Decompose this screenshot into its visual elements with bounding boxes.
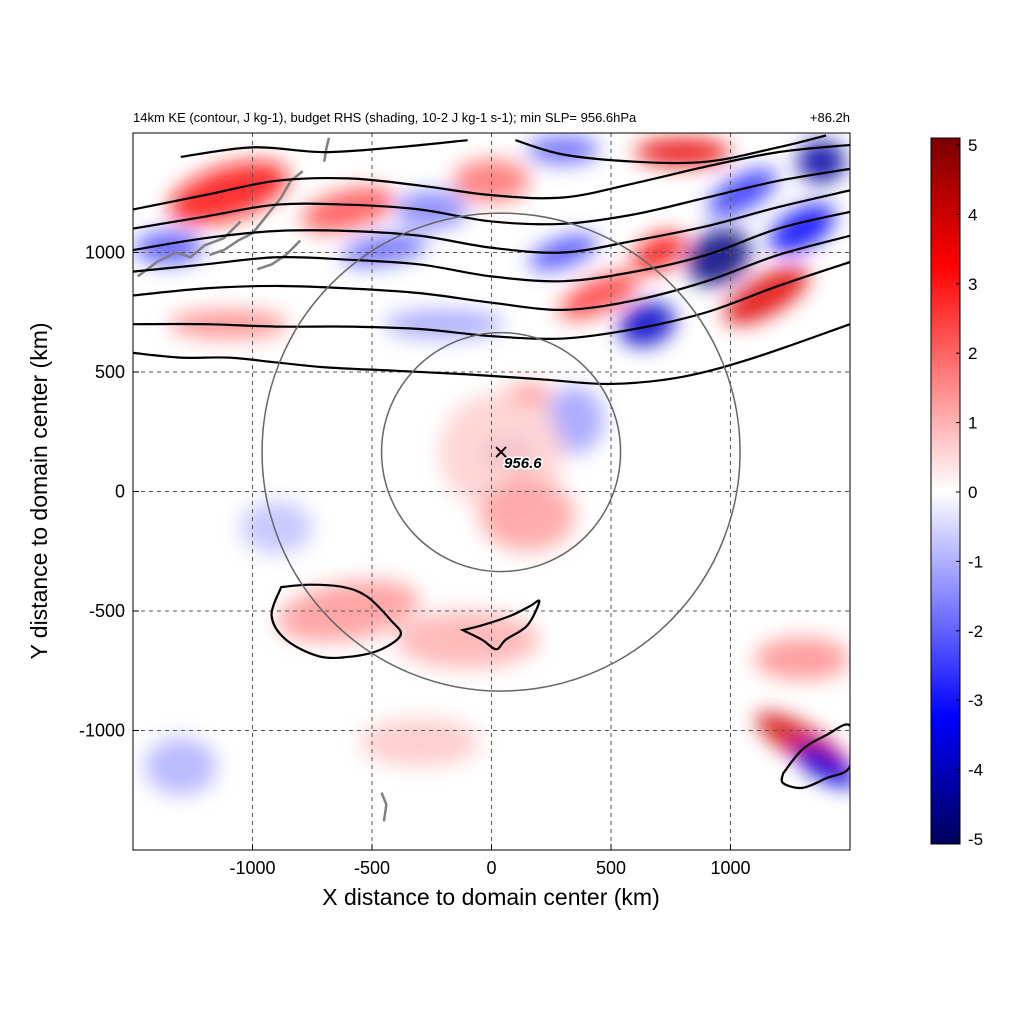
- colorbar-tick-label: 3: [968, 275, 977, 294]
- colorbar-tick-label: 0: [968, 483, 977, 502]
- shading-blob: [769, 204, 835, 254]
- shading-blob: [479, 479, 576, 552]
- x-tick-label: 0: [486, 858, 496, 878]
- ke-contour-line: [133, 210, 850, 283]
- coastline-segment: [209, 170, 304, 257]
- storm-center-marker: [495, 446, 507, 458]
- range-ring: [261, 212, 741, 692]
- colorbar-ticks: 5 4 3 2 1 0 -1 -2 -3 -4 -5: [956, 136, 983, 849]
- x-axis-title: X distance to domain center (km): [322, 884, 659, 910]
- min-slp-label: 956.6: [504, 455, 542, 472]
- ke-contour-closed: [780, 723, 850, 790]
- x-axis-ticks: -1000 -500 0 500 1000: [229, 844, 751, 878]
- shading-blob: [383, 309, 504, 339]
- shading-blob: [754, 637, 850, 681]
- ke-contour-line: [515, 134, 827, 165]
- range-rings: [261, 212, 741, 692]
- shading-blob: [301, 187, 395, 232]
- shading-blob: [144, 737, 217, 796]
- shading-blob: [453, 159, 530, 203]
- ke-contour-closed: [459, 599, 541, 651]
- ke-contour-line: [133, 143, 850, 211]
- coastline: [137, 137, 388, 822]
- coastline-segment: [137, 220, 242, 278]
- storm-center: 956.6: [495, 446, 544, 474]
- shading-blob: [527, 135, 600, 165]
- shading-blob: [341, 234, 427, 267]
- y-axis-title: Y distance to domain center (km): [26, 322, 52, 659]
- y-tick-label: -500: [89, 601, 125, 621]
- shading-blob: [794, 744, 850, 789]
- y-tick-label: 500: [95, 362, 125, 382]
- shading-blob: [168, 161, 289, 225]
- shading-blob: [559, 271, 639, 320]
- shading-blob: [634, 137, 731, 167]
- forecast-time-label: +86.2h: [810, 110, 850, 125]
- colorbar-tick-label: 4: [968, 205, 977, 224]
- chart-title: 14km KE (contour, J kg-1), budget RHS (s…: [133, 110, 637, 125]
- colorbar-gradient: [930, 137, 961, 845]
- shading-blob: [240, 501, 313, 554]
- colorbar: 5 4 3 2 1 0 -1 -2 -3 -4 -5: [930, 136, 983, 849]
- shading-blob: [632, 232, 686, 273]
- ke-contour-line: [133, 234, 850, 311]
- y-tick-label: 1000: [85, 243, 125, 263]
- y-tick-label: -1000: [79, 721, 125, 741]
- colorbar-tick-label: -4: [968, 761, 983, 780]
- shading-blob: [360, 718, 480, 767]
- range-ring: [380, 331, 622, 573]
- plot-area: 956.6: [132, 132, 851, 851]
- ke-contours: [133, 134, 850, 790]
- colorbar-tick-label: -3: [968, 691, 983, 710]
- coastline-segment: [256, 239, 302, 271]
- ke-contour-line: [133, 261, 850, 341]
- shading-blob: [277, 580, 419, 642]
- colorbar-tick-label: 2: [968, 344, 977, 363]
- shading-blob: [395, 611, 540, 669]
- x-tick-label: 500: [596, 858, 626, 878]
- colorbar-tick-label: -5: [968, 830, 983, 849]
- colorbar-tick-label: -2: [968, 622, 983, 641]
- ke-contour-line: [180, 139, 468, 158]
- colorbar-tick-label: 1: [968, 414, 977, 433]
- y-tick-label: 0: [115, 482, 125, 502]
- coastline-segment: [380, 792, 388, 822]
- x-tick-label: -1000: [229, 858, 275, 878]
- ke-contour-line: [133, 189, 850, 254]
- x-tick-label: 1000: [710, 858, 750, 878]
- shading-blob: [723, 266, 809, 325]
- x-tick-label: -500: [354, 858, 390, 878]
- coastline-segment: [322, 137, 331, 162]
- colorbar-tick-label: 5: [968, 136, 977, 155]
- y-axis-ticks: -1000 -500 0 500 1000: [79, 243, 139, 741]
- ke-contour-line: [133, 323, 850, 386]
- colorbar-tick-label: -1: [968, 552, 983, 571]
- shading-blob: [618, 301, 675, 347]
- ke-contour-line: [133, 167, 850, 230]
- ke-contour-closed: [270, 583, 403, 660]
- shading-blob: [708, 168, 777, 217]
